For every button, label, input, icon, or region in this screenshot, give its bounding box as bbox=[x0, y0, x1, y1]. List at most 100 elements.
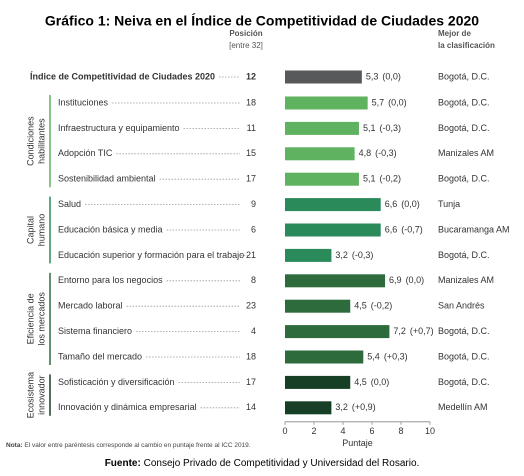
group-label: Condiciones bbox=[25, 116, 35, 166]
change-label: (0,0) bbox=[401, 199, 420, 209]
value-label: 6,6 bbox=[385, 224, 398, 234]
change-label: (+0,3) bbox=[384, 351, 408, 361]
value-label: 5,1 bbox=[363, 174, 376, 184]
x-tick-label: 4 bbox=[340, 426, 345, 436]
bar bbox=[285, 96, 368, 110]
rank: 6 bbox=[251, 224, 256, 234]
bar bbox=[285, 223, 381, 237]
value-label: 5,3 bbox=[366, 71, 379, 81]
best-header: Mejor de bbox=[438, 29, 471, 38]
source-text: Consejo Privado de Competitividad y Univ… bbox=[144, 458, 420, 469]
best-city: Bogotá, D.C. bbox=[438, 351, 490, 361]
rank: 4 bbox=[251, 326, 256, 336]
bar bbox=[285, 248, 332, 262]
change-label: (0,0) bbox=[406, 275, 425, 285]
rank: 12 bbox=[246, 71, 256, 81]
bar bbox=[285, 375, 351, 389]
rank: 17 bbox=[246, 174, 256, 184]
group-label: humano bbox=[36, 214, 46, 247]
best-city: Bogotá, D.C. bbox=[438, 71, 490, 81]
best-city: Bogotá, D.C. bbox=[438, 123, 490, 133]
rank: 17 bbox=[246, 377, 256, 387]
value-label: 4,8 bbox=[359, 148, 372, 158]
bar bbox=[285, 401, 332, 415]
change-label: (0,0) bbox=[371, 377, 390, 387]
value-label: 5,1 bbox=[363, 123, 376, 133]
best-city: Bucaramanga AM bbox=[438, 224, 510, 234]
change-label: (-0,3) bbox=[379, 123, 401, 133]
value-label: 6,6 bbox=[385, 199, 398, 209]
best-city: Manizales AM bbox=[438, 148, 494, 158]
value-label: 4,5 bbox=[354, 301, 367, 311]
value-label: 6,9 bbox=[389, 275, 402, 285]
best-city: Tunja bbox=[438, 199, 460, 209]
bar bbox=[285, 198, 381, 212]
category-label: Educación superior y formación para el t… bbox=[58, 250, 244, 260]
change-label: (-0,2) bbox=[371, 301, 393, 311]
rank-header: [entre 32] bbox=[229, 41, 263, 50]
x-tick-label: 2 bbox=[311, 426, 316, 436]
rank: 18 bbox=[246, 351, 256, 361]
rank-header: Posición bbox=[229, 29, 262, 38]
best-city: Medellín AM bbox=[438, 402, 488, 412]
bar bbox=[285, 325, 390, 339]
bar bbox=[285, 350, 364, 364]
rank: 11 bbox=[247, 123, 256, 133]
note-label: Nota: bbox=[6, 442, 23, 449]
value-label: 3,2 bbox=[335, 250, 348, 260]
best-city: Bogotá, D.C. bbox=[438, 377, 490, 387]
x-axis-label: Puntaje bbox=[342, 438, 373, 448]
rank: 14 bbox=[246, 402, 256, 412]
bar bbox=[285, 121, 359, 135]
chart-title: Gráfico 1: Neiva en el Índice de Competi… bbox=[45, 13, 479, 29]
value-label: 7,2 bbox=[393, 326, 406, 336]
rank: 23 bbox=[246, 301, 256, 311]
change-label: (-0,2) bbox=[379, 174, 401, 184]
value-label: 5,4 bbox=[367, 351, 380, 361]
note-text: El valor entre paréntesis corresponde al… bbox=[24, 442, 250, 449]
change-label: (+0,7) bbox=[410, 326, 434, 336]
x-tick-label: 8 bbox=[398, 426, 403, 436]
group-label: los mercados bbox=[36, 292, 46, 346]
group-label: habilitantes bbox=[36, 118, 46, 164]
group-label: Ecosistema bbox=[25, 372, 35, 419]
source-label: Fuente: bbox=[105, 458, 141, 469]
source: Fuente: Consejo Privado de Competitivida… bbox=[105, 458, 420, 469]
category-label: Tamaño del mercado bbox=[58, 351, 142, 361]
group-label: Eficiencia de bbox=[25, 293, 35, 344]
change-label: (0,0) bbox=[382, 71, 401, 81]
bar bbox=[285, 274, 386, 288]
category-label: Mercado laboral bbox=[58, 301, 123, 311]
best-city: Manizales AM bbox=[438, 275, 494, 285]
change-label: (-0,7) bbox=[401, 224, 423, 234]
bar bbox=[285, 172, 359, 186]
category-label: Adopción TIC bbox=[58, 148, 113, 158]
note: Nota: El valor entre paréntesis correspo… bbox=[6, 442, 251, 449]
category-label: Entorno para los negocios bbox=[58, 275, 163, 285]
x-tick-label: 0 bbox=[282, 426, 287, 436]
change-label: (0,0) bbox=[388, 97, 407, 107]
change-label: (-0,3) bbox=[375, 148, 397, 158]
x-tick-label: 6 bbox=[369, 426, 374, 436]
value-label: 3,2 bbox=[335, 402, 348, 412]
bar bbox=[285, 70, 362, 84]
bar bbox=[285, 299, 351, 313]
rank: 15 bbox=[246, 148, 256, 158]
best-header: la clasificación bbox=[438, 41, 495, 50]
best-city: San Andrés bbox=[438, 301, 485, 311]
rank: 18 bbox=[246, 97, 256, 107]
category-label: Sofisticación y diversificación bbox=[58, 377, 175, 387]
x-tick-label: 10 bbox=[425, 426, 435, 436]
group-label: innovador bbox=[36, 375, 46, 415]
change-label: (+0,9) bbox=[352, 402, 376, 412]
best-city: Bogotá, D.C. bbox=[438, 250, 490, 260]
rank: 9 bbox=[251, 199, 256, 209]
category-label: Infraestructura y equipamiento bbox=[58, 123, 180, 133]
change-label: (-0,3) bbox=[352, 250, 374, 260]
category-label: Salud bbox=[58, 199, 81, 209]
rank: 21 bbox=[246, 250, 256, 260]
category-label: Innovación y dinámica empresarial bbox=[58, 402, 197, 412]
category-label: Sostenibilidad ambiental bbox=[58, 174, 156, 184]
group-label: Capital bbox=[25, 216, 35, 244]
category-label: Instituciones bbox=[58, 97, 109, 107]
